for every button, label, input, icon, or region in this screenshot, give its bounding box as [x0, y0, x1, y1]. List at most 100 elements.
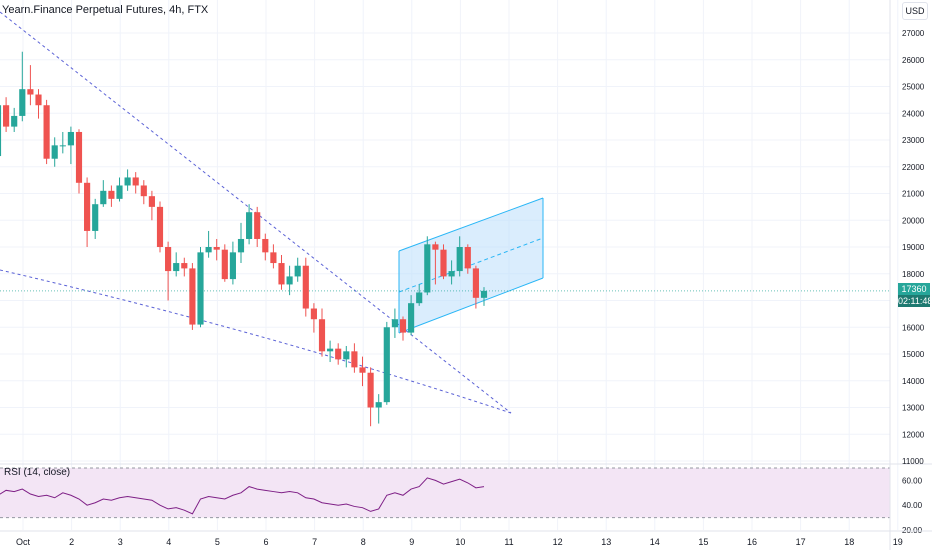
candle	[383, 321, 390, 405]
candle	[205, 230, 212, 258]
time-tick-label: 11	[504, 537, 513, 547]
time-tick-label: 14	[650, 537, 660, 547]
candle-body	[416, 292, 423, 304]
candle-body	[0, 105, 2, 157]
candlestick-series	[0, 51, 488, 427]
candle	[116, 177, 123, 202]
candle-body	[335, 348, 342, 360]
candle	[181, 257, 188, 277]
rsi-tick-label: 60.00	[902, 476, 923, 485]
candle-body	[246, 212, 253, 239]
candle	[399, 316, 407, 341]
candle	[3, 97, 10, 132]
candle	[262, 233, 269, 261]
candle-body	[318, 319, 326, 352]
candle-body	[254, 212, 261, 239]
candle	[213, 238, 220, 261]
candle-body	[189, 268, 196, 325]
candle	[278, 255, 285, 290]
candle	[464, 244, 471, 274]
candle	[318, 308, 326, 357]
time-tick-label: 9	[409, 537, 414, 547]
time-tick-label: 2	[69, 537, 74, 547]
symbol-title[interactable]: Yearn.Finance Perpetual Futures, 4h, FTX	[2, 4, 209, 16]
candle-body	[229, 252, 236, 280]
time-tick-label: 13	[601, 537, 611, 547]
candle-body	[448, 271, 455, 277]
candle-body	[156, 206, 164, 247]
candle	[294, 257, 301, 282]
candle	[148, 190, 155, 221]
candle-body	[367, 372, 374, 408]
candle-body	[424, 244, 431, 293]
candle-body	[327, 348, 334, 352]
candle-body	[432, 244, 439, 250]
time-tick-label: 4	[166, 537, 171, 547]
candle	[156, 201, 164, 253]
time-tick-label: 6	[263, 537, 268, 547]
candle-body	[148, 196, 155, 207]
candle	[408, 295, 415, 336]
candle	[43, 99, 50, 165]
time-tick-label: 12	[553, 537, 563, 547]
candle-body	[181, 263, 188, 269]
candle-body	[464, 247, 471, 269]
time-tick-label: 16	[747, 537, 757, 547]
rsi-pane	[0, 467, 890, 519]
trendline-lower	[0, 269, 512, 414]
currency-button[interactable]: USD	[902, 2, 928, 20]
candle	[375, 394, 382, 424]
price-tick-label: 27000	[902, 29, 925, 38]
rsi-indicator-title[interactable]: RSI (14, close)	[4, 467, 71, 478]
candle	[59, 131, 66, 154]
candle-body	[59, 145, 66, 147]
candle-body	[302, 265, 309, 309]
candle-body	[124, 177, 131, 186]
price-tick-label: 19000	[902, 243, 925, 252]
drawing-tools[interactable]	[0, 11, 890, 414]
candle	[472, 265, 479, 309]
candle-body	[100, 190, 107, 205]
candle-body	[84, 182, 91, 231]
candle-body	[237, 238, 245, 253]
candle	[100, 180, 107, 207]
price-tick-label: 12000	[902, 430, 925, 439]
candle	[51, 137, 58, 167]
candle-body	[132, 177, 139, 186]
candle	[456, 236, 463, 277]
candle-body	[165, 247, 172, 272]
candle-body	[472, 268, 479, 298]
candle	[132, 172, 139, 194]
rsi-band-fill	[0, 468, 890, 518]
time-tick-label: 3	[118, 537, 123, 547]
candle-body	[205, 247, 212, 253]
candle-body	[67, 131, 74, 146]
candle	[432, 241, 439, 285]
candle	[254, 206, 261, 247]
candle	[416, 284, 423, 306]
candle	[35, 89, 42, 119]
candle-body	[173, 263, 180, 272]
candle	[286, 265, 293, 296]
time-tick-label: 10	[455, 537, 465, 547]
rsi-tick-label: 40.00	[902, 501, 923, 510]
parallel-channel-fill	[399, 198, 543, 333]
candle	[221, 244, 228, 282]
candle-body	[197, 252, 204, 325]
price-tick-label: 15000	[902, 350, 925, 359]
price-tick-label: 25000	[902, 83, 925, 92]
price-tick-label: 18000	[902, 270, 925, 279]
candle	[124, 169, 131, 191]
candle	[440, 244, 447, 280]
time-tick-label: Oct	[16, 537, 31, 547]
candle-body	[294, 265, 301, 277]
candle	[84, 177, 91, 247]
candle-body	[3, 105, 10, 127]
candle	[367, 367, 374, 427]
candle-body	[19, 89, 26, 116]
candle-body	[408, 303, 415, 333]
candle-body	[480, 290, 488, 298]
candle-body	[391, 319, 398, 328]
